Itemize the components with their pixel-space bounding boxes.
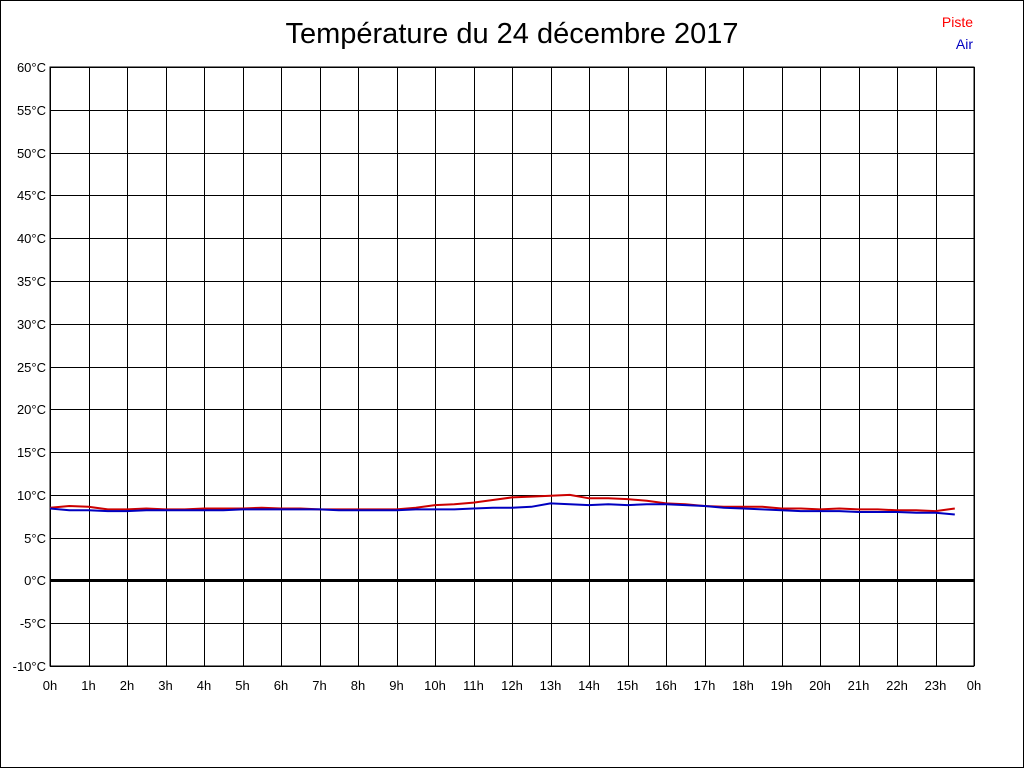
y-tick-label: 55°C <box>17 103 46 118</box>
y-tick-label: 60°C <box>17 60 46 75</box>
x-tick-label: 19h <box>771 678 793 693</box>
y-tick-label: 40°C <box>17 231 46 246</box>
x-tick-label: 3h <box>158 678 172 693</box>
x-tick-label: 6h <box>274 678 288 693</box>
legend-item-air: Air <box>955 36 973 52</box>
x-tick-label: 18h <box>732 678 754 693</box>
x-tick-label: 21h <box>848 678 870 693</box>
x-tick-label: 20h <box>809 678 831 693</box>
series-line-piste <box>49 493 955 513</box>
y-tick-label: 25°C <box>17 360 46 375</box>
x-tick-label: 4h <box>197 678 211 693</box>
x-tick-label: 11h <box>463 678 484 693</box>
y-tick-label: 0°C <box>24 573 46 588</box>
y-tick-label: 20°C <box>17 402 46 417</box>
y-tick-label: 35°C <box>17 274 46 289</box>
x-tick-label: 23h <box>925 678 947 693</box>
x-tick-label: 16h <box>655 678 677 693</box>
y-tick-label: -10°C <box>13 659 46 674</box>
x-tick-label: 0h <box>967 678 981 693</box>
x-tick-label: 8h <box>351 678 365 693</box>
y-tick-label: 50°C <box>17 146 46 161</box>
x-tick-label: 0h <box>43 678 57 693</box>
x-tick-label: 7h <box>312 678 326 693</box>
x-tick-label: 9h <box>389 678 403 693</box>
y-tick-label: 45°C <box>17 188 46 203</box>
x-tick-label: 17h <box>694 678 716 693</box>
y-tick-label: -5°C <box>20 616 46 631</box>
y-tick-label: 10°C <box>17 488 46 503</box>
x-tick-label: 10h <box>424 678 446 693</box>
x-tick-label: 13h <box>540 678 562 693</box>
legend-item-piste: Piste <box>941 14 973 30</box>
x-tick-label: 12h <box>501 678 523 693</box>
x-tick-label: 22h <box>886 678 908 693</box>
x-tick-label: 2h <box>120 678 134 693</box>
x-tick-label: 15h <box>617 678 639 693</box>
y-tick-label: 30°C <box>17 317 46 332</box>
chart-title: Température du 24 décembre 2017 <box>285 18 739 50</box>
x-tick-label: 5h <box>235 678 249 693</box>
y-tick-label: 15°C <box>17 445 46 460</box>
x-tick-label: 1h <box>81 678 95 693</box>
x-tick-label: 14h <box>578 678 600 693</box>
y-tick-label: 5°C <box>24 531 46 546</box>
series-line-air <box>49 502 955 516</box>
